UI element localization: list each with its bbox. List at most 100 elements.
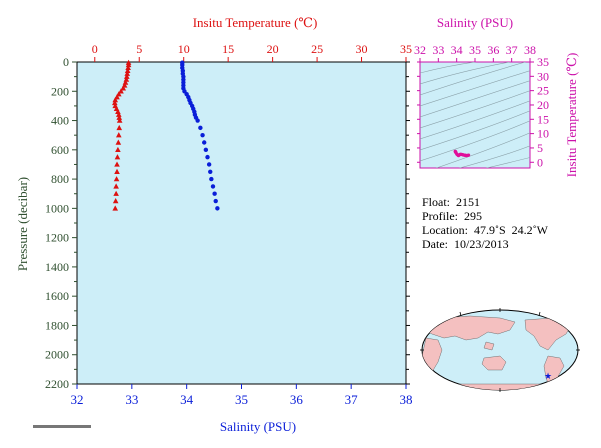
profile-number: Profile: 295 bbox=[422, 209, 482, 223]
salinity-tick-label: 32 bbox=[71, 392, 84, 407]
salinity-point bbox=[195, 118, 200, 123]
temp-tick-label: 0 bbox=[92, 42, 98, 56]
temperature-point bbox=[115, 139, 122, 145]
ts-data-points bbox=[453, 149, 471, 158]
pressure-tick-label: 2000 bbox=[45, 348, 69, 362]
salinity-tick-label: 38 bbox=[400, 392, 413, 407]
temperature-point bbox=[112, 198, 119, 204]
pressure-axis-title: Pressure (decibar) bbox=[15, 177, 30, 271]
pressure-tick-label: 0 bbox=[63, 55, 69, 69]
temp-tick-label: 30 bbox=[356, 42, 368, 56]
ts-temperature-tick-label: 35 bbox=[537, 55, 549, 69]
ts-temperature-tick-label: 20 bbox=[537, 98, 549, 112]
temperature-point bbox=[112, 205, 119, 211]
temperature-point bbox=[116, 117, 123, 123]
temp-tick-label: 15 bbox=[222, 42, 234, 56]
temperature-point bbox=[113, 190, 119, 196]
salinity-tick-label: 33 bbox=[125, 392, 138, 407]
salinity-point bbox=[209, 176, 214, 182]
salinity-point bbox=[203, 147, 209, 153]
ts-salinity-tick-label: 37 bbox=[506, 43, 518, 57]
profile-data-points bbox=[111, 59, 220, 211]
footer-mark bbox=[33, 425, 91, 428]
temp-tick-label: 20 bbox=[267, 42, 279, 56]
temperature-point bbox=[113, 176, 120, 182]
temperature-point bbox=[115, 132, 122, 138]
temperature-point bbox=[115, 146, 121, 153]
ts-temperature-tick-label: 30 bbox=[537, 69, 549, 83]
ts-temperature-tick-label: 5 bbox=[537, 141, 543, 155]
temperature-point bbox=[115, 111, 122, 117]
ts-temperature-tick-label: 25 bbox=[537, 84, 549, 98]
ts-temperature-tick-label: 15 bbox=[537, 112, 549, 126]
pressure-tick-label: 800 bbox=[51, 172, 69, 186]
profile-plot-area bbox=[76, 61, 407, 385]
map-land bbox=[422, 315, 573, 390]
salinity-tick-label: 37 bbox=[345, 392, 359, 407]
temperature-point bbox=[114, 168, 120, 174]
temperature-point bbox=[113, 183, 119, 189]
date-text: Date: 10/23/2013 bbox=[422, 237, 509, 251]
pressure-tick-label: 600 bbox=[51, 143, 69, 157]
temperature-point bbox=[114, 161, 120, 167]
temp-tick-label: 35 bbox=[400, 42, 412, 56]
pressure-tick-label: 200 bbox=[51, 84, 69, 98]
salinity-point bbox=[215, 206, 220, 211]
ts-temperature-tick-label: 0 bbox=[537, 155, 543, 169]
location-text: Location: 47.9˚S 24.2˚W bbox=[422, 223, 548, 237]
ts-temperature-tick-label: 10 bbox=[537, 127, 549, 141]
salinity-tick-label: 36 bbox=[290, 392, 304, 407]
temperature-point bbox=[124, 67, 131, 73]
ts-salinity-tick-label: 36 bbox=[487, 43, 499, 57]
density-contours bbox=[420, 62, 530, 168]
temperature-point bbox=[123, 73, 130, 79]
salinity-point bbox=[210, 184, 216, 189]
ts-salinity-tick-label: 38 bbox=[524, 43, 536, 57]
map-frame-ticks bbox=[420, 308, 580, 392]
pressure-tick-label: 1400 bbox=[45, 260, 69, 274]
ts-plot-area bbox=[419, 61, 531, 169]
pressure-tick-label: 1600 bbox=[45, 289, 69, 303]
temperature-point bbox=[116, 114, 123, 120]
ts-point bbox=[466, 153, 471, 157]
temperature-point bbox=[120, 85, 127, 91]
temperature-point bbox=[112, 97, 119, 103]
salinity-tick-label: 35 bbox=[235, 392, 248, 407]
ts-salinity-title: Salinity (PSU) bbox=[437, 15, 513, 30]
profile-axis-ticks: 0 5 10 15 20 25 30 35 32 33 34 35 36 37 38 0 200 400 600 80… bbox=[45, 42, 413, 407]
float-location-marker: ★ bbox=[544, 372, 552, 382]
ts-salinity-tick-label: 33 bbox=[432, 43, 444, 57]
profile-plot: 0 5 10 15 20 25 30 35 32 33 34 35 36 37 38 0 200 400 600 80… bbox=[15, 15, 413, 434]
temperature-point bbox=[116, 124, 123, 131]
pressure-tick-label: 1800 bbox=[45, 318, 69, 332]
temp-tick-label: 10 bbox=[178, 42, 190, 56]
salinity-point bbox=[208, 169, 213, 174]
world-map: ★ bbox=[420, 308, 580, 392]
salinity-point bbox=[206, 162, 212, 167]
temperature-point bbox=[111, 99, 118, 106]
pressure-tick-label: 1200 bbox=[45, 231, 69, 245]
temperature-point bbox=[118, 88, 124, 94]
salinity-point bbox=[213, 198, 218, 204]
pressure-tick-label: 400 bbox=[51, 114, 69, 128]
salinity-axis-title: Salinity (PSU) bbox=[220, 419, 296, 434]
temperature-point bbox=[125, 64, 131, 71]
salinity-point bbox=[198, 125, 203, 131]
salinity-tick-label: 34 bbox=[180, 392, 194, 407]
temperature-axis-title: Insitu Temperature (℃) bbox=[193, 15, 318, 30]
pressure-tick-label: 2200 bbox=[45, 377, 69, 391]
ts-temperature-title: Insitu Temperature (℃) bbox=[564, 53, 579, 178]
temperature-point bbox=[124, 70, 131, 76]
pressure-tick-label: 1000 bbox=[45, 201, 69, 215]
float-number: Float: 2151 bbox=[422, 195, 481, 209]
salinity-point bbox=[200, 132, 205, 138]
salinity-point bbox=[205, 154, 210, 160]
ts-salinity-tick-label: 34 bbox=[451, 43, 463, 57]
temp-tick-label: 25 bbox=[311, 42, 323, 56]
ts-salinity-tick-label: 32 bbox=[414, 43, 426, 57]
salinity-point bbox=[202, 140, 207, 145]
temp-tick-label: 5 bbox=[136, 42, 142, 56]
